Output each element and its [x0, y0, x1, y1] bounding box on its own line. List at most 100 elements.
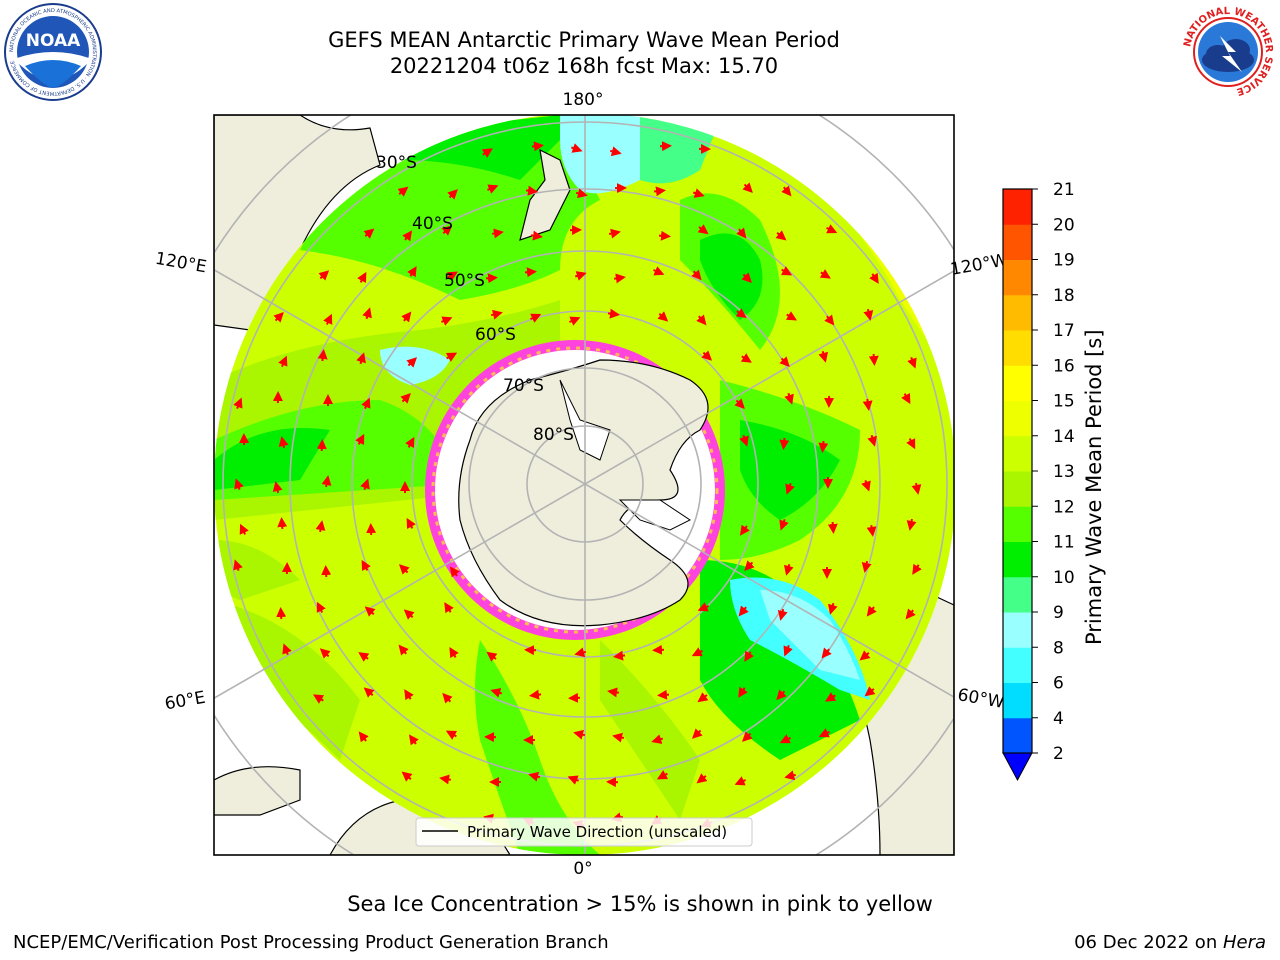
colorbar-tick-label: 18	[1053, 286, 1075, 306]
wave-arrow	[441, 225, 453, 236]
wave-arrow	[868, 353, 879, 366]
colorbar-segment	[1003, 294, 1032, 331]
colorbar-segment	[1003, 224, 1032, 260]
wave-arrow	[402, 230, 413, 242]
wave-arrow	[401, 771, 413, 782]
colorbar-segment	[1003, 259, 1032, 296]
wave-arrow	[784, 770, 797, 781]
wave-arrow	[531, 141, 544, 152]
wave-arrow	[449, 646, 459, 659]
wave-arrow	[234, 478, 244, 491]
wave-arrow	[869, 272, 879, 284]
machine-name: Hera	[1222, 932, 1266, 953]
wave-arrow	[866, 605, 877, 617]
wave-arrow	[323, 313, 333, 325]
wave-arrow	[529, 689, 542, 700]
chart-subtitle: 20221204 t06z 168h fcst Max: 15.70	[389, 54, 779, 78]
wave-arrow	[360, 478, 370, 491]
wave-arrow	[361, 559, 371, 572]
wave-arrow	[656, 770, 669, 780]
wave-arrow	[318, 270, 330, 281]
colorbar-tick-label: 15	[1053, 392, 1075, 412]
wave-arrow	[742, 182, 753, 194]
wave-arrow	[574, 647, 587, 658]
colorbar-segment	[1003, 576, 1032, 613]
wave-arrow	[740, 353, 752, 363]
wave-arrow	[735, 308, 747, 319]
wave-arrow	[701, 350, 713, 361]
wave-arrow	[356, 352, 366, 365]
wave-arrow	[481, 148, 493, 158]
colorbar-tick-label: 12	[1053, 497, 1075, 517]
wave-arrow	[821, 647, 832, 659]
wave-arrow	[734, 776, 746, 786]
wave-arrow	[828, 602, 838, 615]
wave-arrow	[406, 517, 416, 530]
wave-arrow	[277, 517, 288, 530]
lat-label: 70°S	[503, 376, 544, 396]
wave-arrow	[781, 185, 792, 197]
wave-arrow	[525, 185, 538, 196]
latitude-labels: 30°S 40°S 50°S 60°S 70°S 80°S	[376, 153, 574, 445]
wave-arrow	[574, 271, 587, 281]
wave-arrow	[697, 692, 709, 703]
wave-arrow	[784, 392, 794, 405]
wave-arrow	[239, 523, 249, 535]
wave-arrow	[398, 644, 409, 656]
colorbar-segment	[1003, 365, 1032, 401]
wave-arrow	[607, 308, 620, 319]
wave-arrow	[734, 398, 745, 410]
wave-arrow	[439, 774, 452, 785]
legend-label: Primary Wave Direction (unscaled)	[467, 823, 727, 841]
wave-arrow	[575, 188, 588, 199]
wave-arrow	[358, 731, 369, 743]
wave-arrow	[321, 565, 332, 578]
wave-arrow	[316, 601, 326, 613]
wave-arrow	[530, 313, 542, 323]
colorbar-segment	[1003, 541, 1032, 578]
colorbar-tick-label: 6	[1053, 674, 1064, 694]
wave-arrow	[613, 650, 626, 661]
colorbar-segment	[1003, 647, 1032, 683]
wave-arrow	[449, 566, 460, 578]
credit-line: NCEP/EMC/Verification Post Processing Pr…	[13, 932, 609, 953]
colorbar-segment	[1003, 330, 1032, 366]
wave-arrow	[738, 686, 748, 698]
wave-arrow	[779, 518, 789, 531]
wave-arrow	[818, 350, 829, 363]
wave-arrow	[696, 314, 707, 326]
colorbar-segment	[1003, 612, 1032, 648]
wave-arrow	[315, 520, 326, 533]
wave-arrow	[906, 518, 917, 531]
wave-arrow	[691, 269, 702, 281]
wave-arrow	[357, 271, 367, 284]
wave-arrow	[780, 266, 793, 276]
wave-arrow	[608, 228, 621, 239]
wave-arrow	[321, 475, 332, 488]
map-frame	[213, 114, 955, 856]
wave-arrow	[783, 645, 793, 657]
wave-arrow	[317, 349, 328, 362]
wave-arrow	[901, 392, 911, 405]
wave-arrow	[819, 269, 831, 279]
colorbar-tick-label: 11	[1053, 533, 1075, 553]
wave-arrow	[355, 433, 365, 446]
wave-arrow	[651, 734, 664, 744]
wave-arrow	[528, 771, 541, 782]
wave-arrow	[442, 692, 453, 704]
wave-arrow	[445, 730, 458, 740]
wave-arrow	[282, 643, 292, 656]
colorbar-segment	[1003, 717, 1032, 754]
colorbar-segment	[1003, 435, 1032, 472]
wave-arrow	[824, 692, 837, 702]
wave-arrow	[785, 311, 798, 321]
wave-arrow	[358, 652, 370, 662]
wave-arrow	[652, 644, 665, 655]
wave-arrow	[273, 311, 284, 323]
wave-arrow	[406, 357, 418, 368]
colorbar-segment	[1003, 682, 1032, 719]
wave-arrow	[739, 434, 749, 447]
wave-arrow	[867, 434, 877, 447]
wave-arrow	[316, 439, 327, 452]
wave-arrow	[738, 605, 749, 617]
